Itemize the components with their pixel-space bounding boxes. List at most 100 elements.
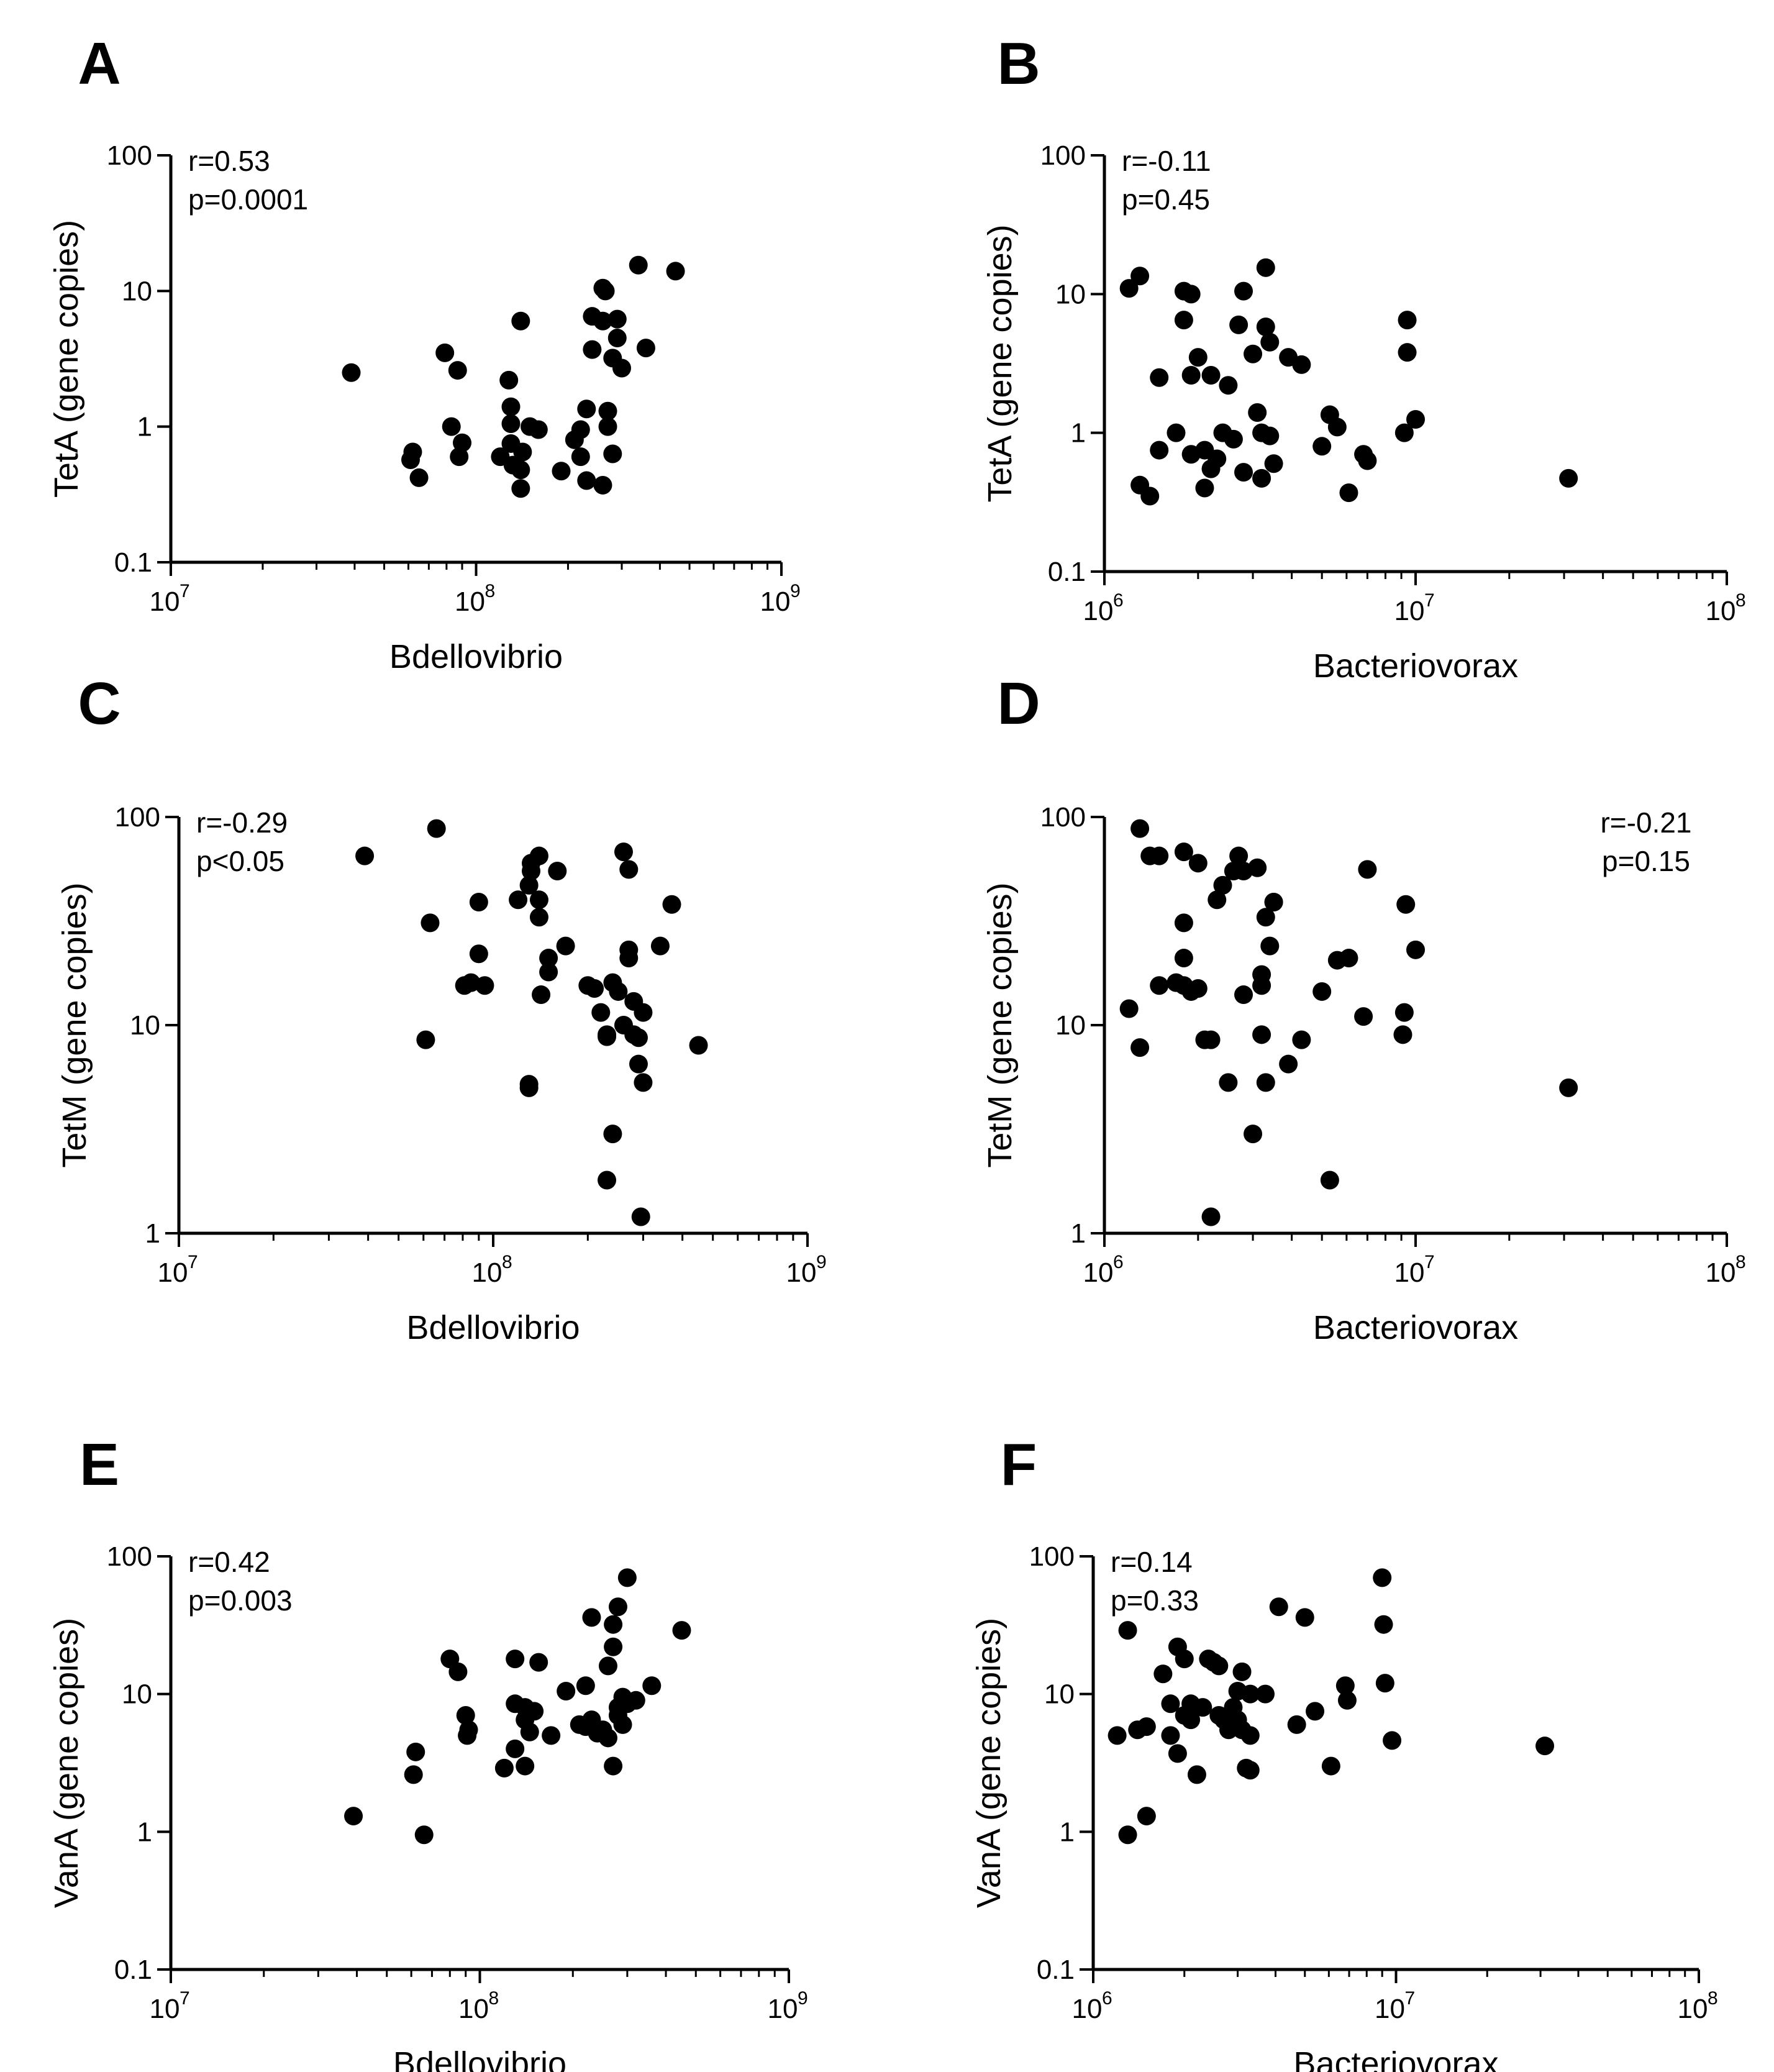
data-point [607,329,627,348]
data-point [1398,343,1417,362]
data-point [427,819,446,838]
data-point [1234,985,1253,1005]
data-point [571,447,590,467]
data-point [448,361,467,380]
correlation-label: r=-0.21 [1600,806,1691,839]
data-point [1234,463,1253,482]
x-tick-base: 10 [1072,1994,1103,2024]
correlation-label: r=0.14 [1111,1546,1193,1578]
data-point [598,401,617,421]
data-point [1279,1054,1298,1074]
data-point [571,420,590,439]
y-tick-label: 100 [115,802,160,833]
data-point [1256,258,1275,277]
data-point [556,936,575,956]
data-point [1306,1702,1325,1721]
x-tick-exponent: 6 [1113,1252,1124,1272]
data-point [1256,1073,1275,1092]
data-point [577,471,596,490]
data-point [1320,1171,1339,1190]
y-tick-label: 0.1 [1048,557,1086,587]
y-axis-title: TetM (gene copies) [56,882,93,1167]
data-point [355,846,375,865]
y-tick-label: 1 [137,412,152,442]
data-point [1161,1726,1180,1745]
data-point [342,363,361,382]
p-value-label: p=0.15 [1602,845,1690,877]
x-tick-base: 10 [1083,1257,1114,1288]
data-point [672,1621,691,1640]
x-tick-label: 10 6 [1083,1252,1124,1288]
data-point [1393,1025,1412,1044]
x-tick-exponent: 8 [502,1252,512,1272]
data-point [1130,1038,1150,1057]
data-point [1195,478,1214,498]
data-point [1256,908,1275,927]
data-point [529,908,548,927]
data-point [414,1825,434,1845]
data-point [634,1073,653,1092]
data-point [619,949,639,968]
p-value-label: p=0.003 [188,1584,293,1617]
p-value-label: p<0.05 [196,845,284,877]
x-tick-exponent: 7 [180,581,190,601]
data-point [1130,267,1150,286]
data-point [456,1706,475,1725]
data-point [344,1807,363,1826]
x-tick-label: 10 8 [1706,1252,1746,1288]
data-point [1339,949,1358,968]
data-point [576,1676,595,1695]
data-point [1559,1078,1578,1097]
data-point [494,1758,514,1778]
x-tick-exponent: 9 [790,581,801,601]
y-tick-label: 100 [107,140,152,171]
data-point [1150,368,1169,387]
x-axis-title: Bdellovibrio [393,2045,566,2072]
data-point [629,1028,648,1047]
data-point [1167,423,1186,442]
correlation-label: r=0.53 [188,145,270,177]
x-tick-base: 10 [768,1994,798,2024]
data-point [557,1681,576,1700]
x-tick-label: 10 7 [1375,1988,1415,2024]
data-point [1358,451,1377,470]
data-point [1219,376,1238,395]
data-point [1193,1698,1212,1717]
panel-letter: B [997,30,1040,97]
y-tick-label: 1 [145,1218,160,1249]
data-point [617,1568,637,1587]
data-point [1256,317,1275,337]
data-point [585,979,604,998]
y-tick-label: 10 [122,276,152,306]
data-point [1119,999,1139,1018]
y-tick-label: 10 [130,1010,160,1041]
data-point [1209,1656,1229,1676]
y-tick-label: 100 [1040,802,1086,833]
y-tick-label: 1 [1060,1817,1075,1847]
data-point [1269,1597,1288,1617]
data-point [1396,895,1416,914]
x-tick-base: 10 [1706,596,1736,626]
data-point [636,339,655,358]
correlation-label: r=0.42 [188,1546,270,1578]
data-point [1559,468,1578,488]
data-point [626,1691,645,1710]
data-point [520,1722,539,1741]
data-point [529,1653,548,1672]
x-tick-label: 10 7 [158,1252,198,1288]
x-tick-exponent: 7 [1424,1252,1435,1272]
data-point [631,1207,650,1226]
x-tick-base: 10 [760,586,791,617]
data-point [1383,1731,1402,1750]
x-tick-label: 10 9 [768,1988,808,2024]
data-point [1234,281,1253,301]
data-point [403,442,422,462]
data-point [598,417,617,436]
x-tick-exponent: 8 [1735,590,1746,611]
y-tick-label: 1 [1071,1218,1086,1249]
data-point [1229,846,1249,865]
data-point [1188,979,1208,998]
data-point [603,1125,622,1144]
